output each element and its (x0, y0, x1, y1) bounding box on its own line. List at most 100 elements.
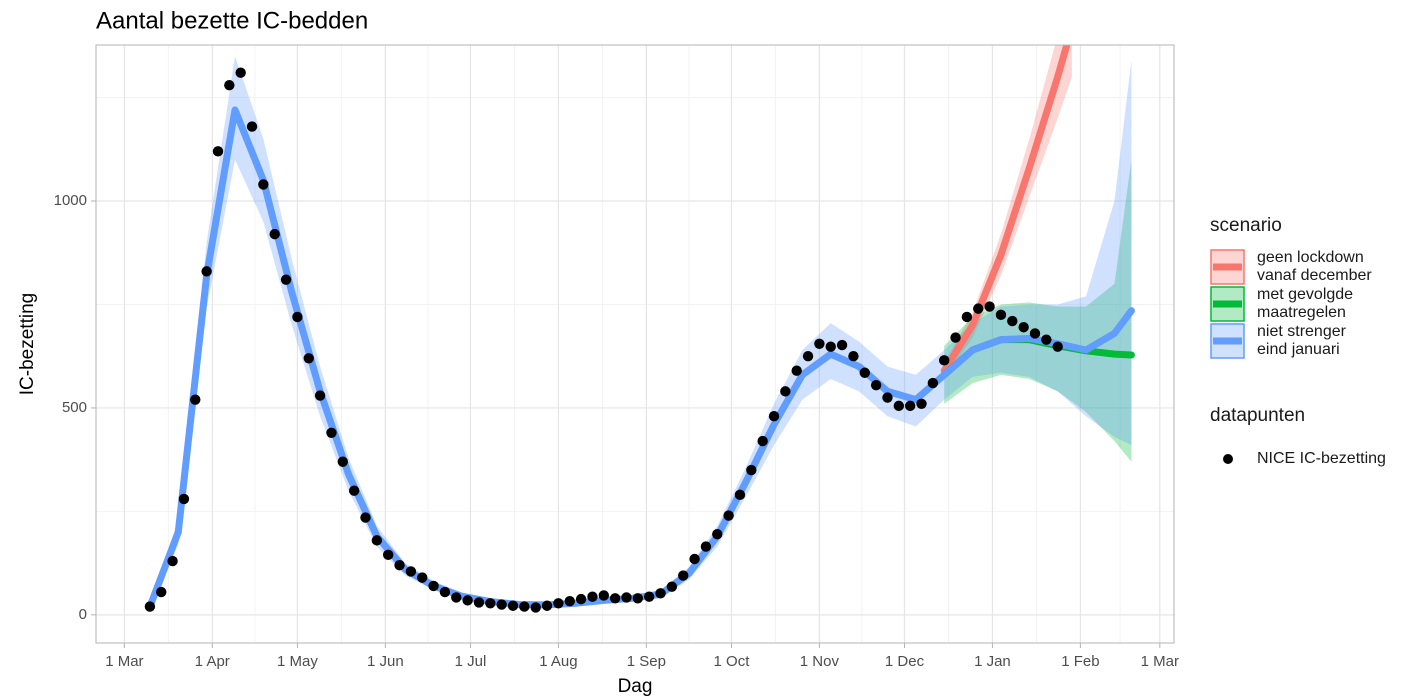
data-point (643, 591, 655, 602)
data-point (904, 400, 916, 412)
data-point (768, 411, 780, 422)
data-point (417, 572, 428, 583)
data-point (394, 559, 405, 571)
legend-label: NICE IC-bezetting (1257, 450, 1386, 467)
data-point (382, 549, 394, 561)
data-point (575, 593, 587, 605)
x-tick-label: 1 Aug (539, 653, 577, 670)
axes: 1 Mar 1 Apr 1 May 1 Jun 1 Jul 1 Aug 1 Sep 1 Oct… (54, 192, 1179, 670)
data-point (757, 435, 768, 447)
data-point (371, 535, 383, 546)
x-tick-label: 1 Mar (105, 653, 143, 670)
data-point (258, 179, 269, 190)
data-point (224, 79, 235, 91)
data-point (621, 592, 632, 603)
data-point (156, 586, 167, 598)
data-point (848, 351, 859, 362)
data-point (814, 338, 825, 349)
data-point (882, 392, 893, 403)
plot-area (144, 45, 1135, 613)
x-tick-label: 1 Dec (885, 653, 925, 670)
data-point (961, 311, 973, 323)
data-point (348, 485, 360, 496)
data-point (507, 600, 519, 611)
data-point (1007, 315, 1018, 327)
data-point (1041, 334, 1052, 345)
data-point (734, 489, 746, 501)
data-point (201, 266, 212, 277)
data-point (496, 599, 507, 610)
data-point (269, 228, 280, 240)
data-point (836, 339, 848, 351)
confidence-band (944, 159, 1132, 462)
x-tick-label: 1 Jun (367, 653, 404, 670)
data-point (337, 456, 349, 467)
y-tick-label: 0 (79, 606, 87, 623)
legend-label: niet strenger eind januari (1257, 323, 1346, 358)
data-point (451, 592, 462, 603)
data-point (280, 274, 292, 285)
y-tick-label: 1000 (54, 192, 87, 209)
legend-label: geen lockdown vanaf december (1257, 249, 1372, 284)
data-point (292, 311, 303, 323)
data-point (950, 332, 961, 343)
scenario-line (940, 45, 1071, 375)
data-point (780, 386, 791, 397)
data-point (462, 595, 473, 606)
data-point (723, 510, 734, 521)
data-point (360, 512, 371, 523)
data-point (859, 367, 870, 378)
confidence-band (149, 56, 1132, 609)
data-point (587, 591, 598, 602)
data-point (666, 581, 678, 592)
data-point (984, 301, 995, 312)
x-tick-label: 1 Oct (714, 653, 751, 670)
panel-border (95, 44, 1175, 644)
data-point (995, 309, 1007, 321)
data-point (190, 394, 201, 405)
legend-title: scenario (1210, 215, 1282, 236)
data-point (678, 570, 689, 581)
x-tick-label: 1 Nov (800, 653, 840, 670)
legend-key (1223, 454, 1233, 464)
data-point (825, 341, 836, 352)
data-point (609, 593, 621, 604)
x-tick-label: 1 Jan (974, 653, 1011, 670)
data-point (564, 596, 575, 607)
data-point (439, 586, 451, 598)
legend-title: datapunten (1210, 405, 1306, 426)
x-tick-label: 1 Apr (195, 653, 230, 670)
legend (1210, 249, 1245, 464)
data-point (485, 598, 496, 609)
data-point (212, 146, 224, 157)
x-tick-label: 1 Jul (455, 653, 487, 670)
data-point (746, 464, 757, 476)
data-point (178, 493, 190, 505)
data-point (689, 553, 700, 565)
y-axis-label: IC-bezetting (17, 293, 38, 395)
data-point (1052, 341, 1063, 352)
data-point (927, 377, 939, 389)
data-point (916, 398, 927, 409)
data-point (144, 601, 156, 612)
data-point (405, 566, 417, 577)
x-tick-label: 1 Sep (627, 653, 666, 670)
data-point (655, 588, 666, 599)
data-point (802, 351, 814, 362)
data-point (973, 303, 984, 314)
legend-label: met gevolgde maatregelen (1257, 286, 1354, 321)
data-point (598, 590, 609, 601)
data-point (428, 580, 439, 592)
data-point (314, 390, 326, 401)
data-point (246, 121, 258, 132)
chart-title: Aantal bezette IC-bedden (96, 7, 368, 34)
data-point (1018, 322, 1029, 333)
data-point (303, 353, 314, 364)
x-tick-label: 1 Mar (1141, 653, 1179, 670)
data-point (791, 365, 802, 376)
data-point (473, 597, 485, 608)
x-axis-label: Dag (618, 676, 653, 697)
data-point (235, 67, 246, 78)
